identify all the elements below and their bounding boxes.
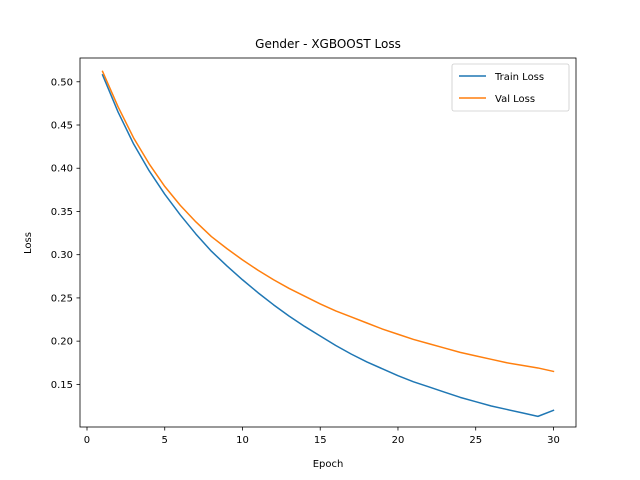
x-tick-label: 30 — [547, 435, 560, 446]
y-tick-label: 0.20 — [51, 337, 73, 348]
y-tick-label: 0.35 — [51, 207, 73, 218]
x-tick-label: 10 — [236, 435, 249, 446]
x-tick-label: 0 — [84, 435, 90, 446]
y-tick-label: 0.45 — [51, 121, 73, 132]
chart-title: Gender - XGBOOST Loss — [255, 37, 401, 51]
x-tick-label: 5 — [162, 435, 168, 446]
y-tick-label: 0.40 — [51, 164, 73, 175]
y-ticks: 0.15 0.20 0.25 0.30 0.35 0.40 0.45 0.50 — [51, 77, 80, 391]
y-tick-label: 0.50 — [51, 77, 73, 88]
y-tick-label: 0.25 — [51, 293, 73, 304]
series-layer — [101, 70, 555, 418]
y-tick-label: 0.15 — [51, 380, 73, 391]
x-tick-label: 20 — [392, 435, 405, 446]
plot-frame — [79, 57, 577, 428]
x-tick-label: 25 — [469, 435, 482, 446]
plot-area: 0 5 10 15 20 25 30 0.15 0.20 0.25 0.30 0.35 0.40 0.4… — [51, 57, 577, 446]
x-ticks: 0 5 10 15 20 25 30 — [84, 427, 560, 446]
x-axis-label: Epoch — [313, 459, 344, 470]
legend-label-val-loss: Val Loss — [495, 94, 535, 105]
legend-label-train-loss: Train Loss — [494, 72, 544, 83]
y-axis-label: Loss — [23, 232, 34, 254]
series-line-train-loss — [101, 73, 555, 418]
x-tick-label: 15 — [314, 435, 327, 446]
y-tick-label: 0.30 — [51, 250, 73, 261]
legend: Train Loss Val Loss — [451, 63, 570, 112]
series-line-val-loss — [101, 70, 555, 373]
